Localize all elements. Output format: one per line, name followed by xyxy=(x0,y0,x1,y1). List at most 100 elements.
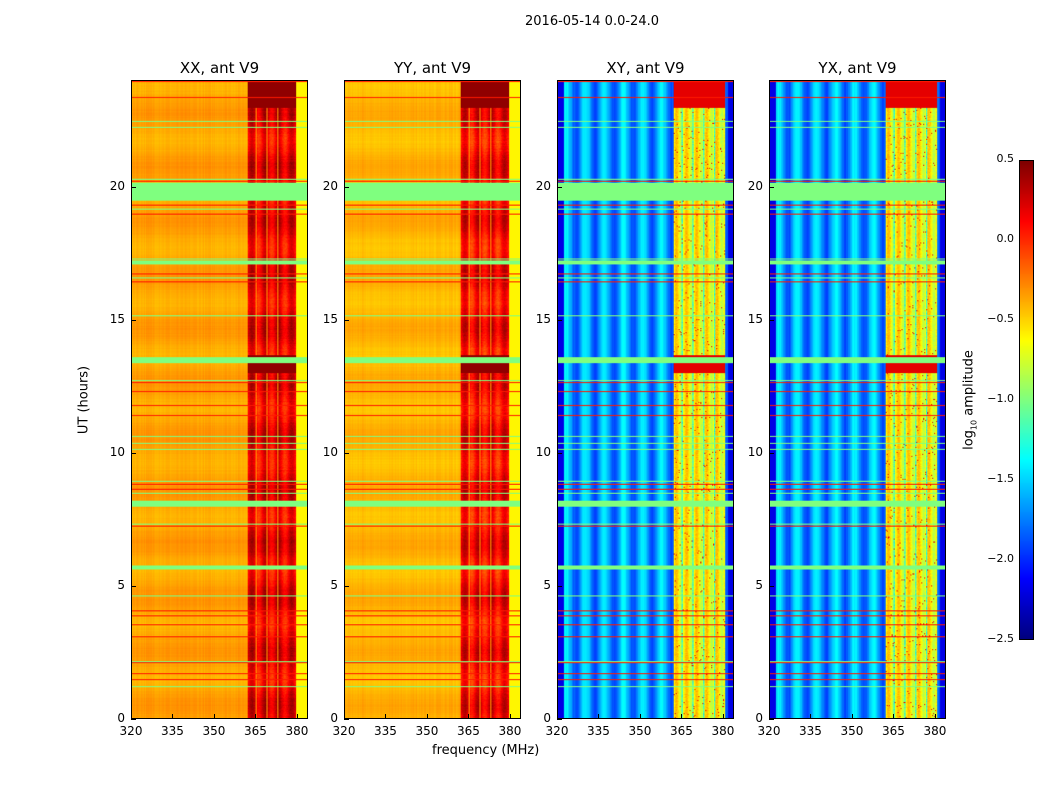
y-tick-label: 20 xyxy=(322,178,338,193)
heatmap-panel-yy xyxy=(344,80,521,719)
y-tick-label: 15 xyxy=(535,311,551,326)
colorbar-tick-label: −1.5 xyxy=(987,472,1014,485)
x-tick-mark xyxy=(296,714,298,719)
x-tick-label: 320 xyxy=(332,724,356,738)
y-tick-label: 20 xyxy=(535,178,551,193)
x-tick-mark xyxy=(172,714,174,719)
y-tick-label: 0 xyxy=(117,711,125,725)
y-tick-mark xyxy=(769,585,774,587)
y-tick-mark xyxy=(131,585,136,587)
x-tick-mark xyxy=(722,714,724,719)
x-tick-mark xyxy=(344,714,345,719)
y-tick-label: 20 xyxy=(109,178,125,193)
x-tick-label: 350 xyxy=(840,724,864,738)
panel-title: XX, ant V9 xyxy=(179,59,260,77)
x-tick-label: 320 xyxy=(757,724,781,738)
colorbar-label: log10 amplitude xyxy=(961,350,979,450)
y-tick-mark xyxy=(131,452,136,454)
x-tick-mark xyxy=(557,714,558,719)
x-tick-mark xyxy=(255,714,257,719)
y-tick-label: 10 xyxy=(747,444,763,459)
y-tick-mark xyxy=(344,319,349,321)
x-tick-label: 365 xyxy=(457,724,480,738)
x-tick-label: 365 xyxy=(882,724,905,738)
x-tick-label: 350 xyxy=(202,724,226,738)
x-tick-label: 335 xyxy=(799,724,822,738)
heatmap-cells xyxy=(345,81,520,718)
heatmap-cells xyxy=(132,81,307,718)
colorbar-tick-label: −2.5 xyxy=(987,632,1014,645)
panel-title: YX, ant V9 xyxy=(818,59,897,77)
y-tick-label: 10 xyxy=(535,444,551,459)
y-tick-label: 0 xyxy=(330,711,338,725)
y-tick-label: 15 xyxy=(322,311,338,326)
x-tick-mark xyxy=(385,714,387,719)
y-tick-label: 5 xyxy=(543,577,551,592)
heatmap-cells xyxy=(558,81,733,718)
x-tick-mark xyxy=(639,714,641,719)
x-tick-mark xyxy=(851,714,853,719)
x-tick-label: 380 xyxy=(498,724,522,738)
x-tick-mark xyxy=(769,714,770,719)
y-tick-label: 10 xyxy=(322,444,338,459)
y-tick-mark xyxy=(344,719,349,720)
x-tick-label: 335 xyxy=(161,724,184,738)
x-tick-label: 320 xyxy=(119,724,143,738)
heatmap-panel-yx xyxy=(769,80,946,719)
x-tick-label: 365 xyxy=(670,724,693,738)
y-tick-mark xyxy=(131,319,136,321)
y-tick-mark xyxy=(344,186,349,188)
x-tick-mark xyxy=(426,714,428,719)
y-tick-mark xyxy=(557,452,562,454)
y-tick-label: 5 xyxy=(755,577,763,592)
y-tick-label: 20 xyxy=(747,178,763,193)
y-tick-label: 0 xyxy=(543,711,551,725)
y-tick-mark xyxy=(557,186,562,188)
y-tick-mark xyxy=(769,319,774,321)
panel-title: XY, ant V9 xyxy=(606,59,685,77)
colorbar xyxy=(1019,160,1034,640)
x-tick-label: 380 xyxy=(711,724,735,738)
y-tick-label: 15 xyxy=(747,311,763,326)
x-tick-mark xyxy=(810,714,812,719)
panel-title: YY, ant V9 xyxy=(393,59,472,77)
y-tick-mark xyxy=(131,186,136,188)
colorbar-tick-label: −1.0 xyxy=(987,392,1014,405)
x-tick-label: 335 xyxy=(587,724,610,738)
x-tick-label: 335 xyxy=(374,724,397,738)
colorbar-tick-label: 0.5 xyxy=(996,152,1015,165)
x-tick-label: 365 xyxy=(244,724,267,738)
y-tick-mark xyxy=(769,719,774,720)
x-tick-label: 350 xyxy=(415,724,439,738)
x-tick-label: 380 xyxy=(923,724,947,738)
x-axis-label: frequency (MHz) xyxy=(432,743,540,758)
x-tick-mark xyxy=(468,714,470,719)
y-tick-mark xyxy=(557,719,562,720)
y-tick-label: 15 xyxy=(109,311,125,326)
y-tick-mark xyxy=(344,452,349,454)
x-tick-label: 320 xyxy=(545,724,569,738)
y-tick-mark xyxy=(769,452,774,454)
colorbar-tick-label: −2.0 xyxy=(987,552,1014,565)
y-tick-label: 0 xyxy=(755,711,763,725)
heatmap-panel-xx xyxy=(131,80,308,719)
y-tick-mark xyxy=(557,585,562,587)
x-tick-mark xyxy=(509,714,511,719)
y-tick-mark xyxy=(131,719,136,720)
y-tick-label: 5 xyxy=(330,577,338,592)
y-tick-mark xyxy=(557,319,562,321)
y-tick-label: 5 xyxy=(117,577,125,592)
x-tick-label: 380 xyxy=(285,724,309,738)
figure-title: 2016-05-14 0.0-24.0 xyxy=(525,14,659,29)
y-tick-label: 10 xyxy=(109,444,125,459)
x-tick-mark xyxy=(598,714,600,719)
x-tick-mark xyxy=(131,714,132,719)
colorbar-tick-label: 0.0 xyxy=(996,232,1015,245)
y-tick-mark xyxy=(769,186,774,188)
x-tick-mark xyxy=(934,714,936,719)
x-tick-mark xyxy=(893,714,895,719)
y-axis-label: UT (hours) xyxy=(76,365,92,435)
heatmap-panel-xy xyxy=(557,80,734,719)
x-tick-mark xyxy=(213,714,215,719)
